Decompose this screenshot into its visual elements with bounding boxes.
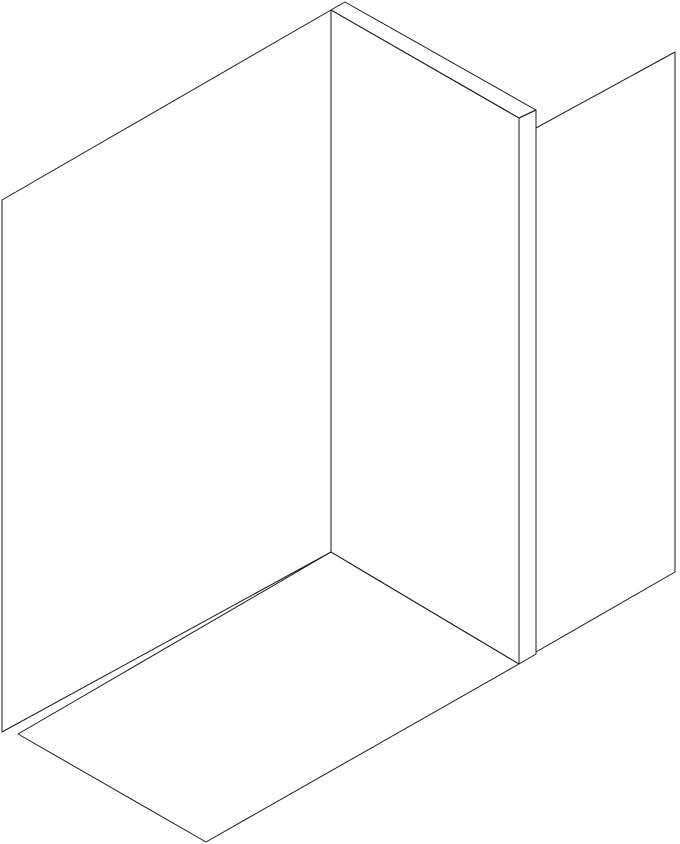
right-wall-side-edge [518, 109, 537, 665]
floor [17, 551, 520, 843]
right-wall [330, 9, 520, 665]
shadow-panel [535, 51, 676, 653]
right-wall-top-edge [330, 1, 537, 119]
left-wall [1, 9, 332, 733]
